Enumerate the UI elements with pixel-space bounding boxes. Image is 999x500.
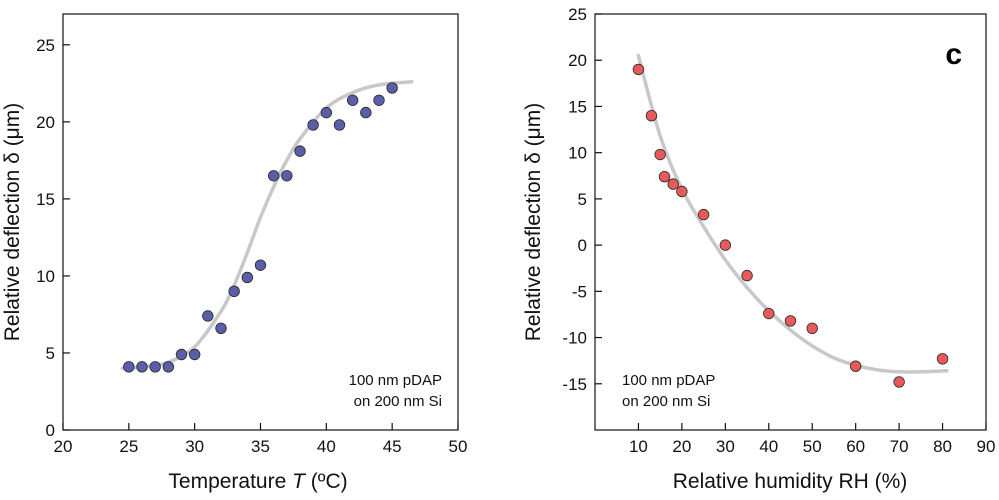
data-point <box>741 269 753 282</box>
data-point <box>241 271 254 284</box>
data-point <box>294 145 306 157</box>
annotation-line-2: on 200 nm Si <box>354 393 442 410</box>
data-point <box>162 361 175 373</box>
data-point <box>936 353 949 365</box>
y-tick-label: -5 <box>572 282 587 301</box>
x-tick-label: 80 <box>933 437 952 456</box>
data-point <box>697 208 710 221</box>
data-points-humidity <box>632 63 949 388</box>
data-point <box>373 94 385 106</box>
data-point <box>202 310 214 322</box>
y-tick-label: 25 <box>568 5 587 24</box>
y-tick-label: 5 <box>46 344 55 363</box>
data-point <box>784 315 797 327</box>
axis-ticks-humidity: 10 20 30 40 50 60 70 80 90 -15 -10 -5 0 5 10 15 20 25 <box>562 5 995 456</box>
data-point <box>307 119 319 131</box>
x-axis-title-variable: T <box>292 470 307 493</box>
x-tick-label: 90 <box>977 437 996 456</box>
data-point <box>658 171 671 183</box>
annotation-line-2: on 200 nm Si <box>622 393 710 410</box>
x-tick-label: 50 <box>803 437 822 456</box>
panel-label-c: c <box>945 38 962 71</box>
data-point <box>667 178 679 190</box>
y-axis-title-humidity: Relative deflection δ (μm) <box>522 103 545 342</box>
annotation-line-1: 100 nm pDAP <box>622 372 715 389</box>
x-axis-title-temperature: Temperature T (ºC) <box>168 470 347 493</box>
y-tick-label: 10 <box>36 267 55 286</box>
panel-temperature: 20 25 30 35 40 45 50 0 5 10 15 20 25 100 nm pDAP on … <box>1 13 467 493</box>
x-tick-label: 20 <box>54 437 73 456</box>
x-tick-label: 40 <box>317 437 336 456</box>
x-tick-label: 45 <box>383 437 402 456</box>
y-tick-label: 5 <box>578 190 587 209</box>
x-axis-title-prefix: Temperature <box>168 470 292 493</box>
y-tick-label: -15 <box>562 375 587 394</box>
panel-humidity: 10 20 30 40 50 60 70 80 90 -15 -10 -5 0 5 10 15 20 25 c 1… <box>522 5 995 493</box>
data-point <box>893 376 905 388</box>
y-tick-label: -10 <box>562 329 587 348</box>
x-tick-label: 30 <box>185 437 204 456</box>
x-axis-title-humidity: Relative humidity RH (%) <box>673 470 908 493</box>
data-point <box>123 361 135 373</box>
data-point <box>654 148 666 161</box>
x-tick-label: 70 <box>890 437 909 456</box>
x-tick-label: 30 <box>716 437 735 456</box>
x-tick-label: 40 <box>759 437 778 456</box>
data-point <box>188 348 201 361</box>
y-tick-label: 0 <box>578 236 587 255</box>
x-tick-label: 60 <box>846 437 865 456</box>
fit-curve-temperature <box>120 80 414 371</box>
y-tick-label: 20 <box>568 51 587 70</box>
x-tick-label: 20 <box>672 437 691 456</box>
x-tick-label: 35 <box>251 437 270 456</box>
data-point <box>632 63 645 76</box>
data-point <box>386 82 398 94</box>
data-point <box>676 185 688 198</box>
y-axis-title-temperature: Relative deflection δ (μm) <box>1 103 24 342</box>
y-tick-label: 0 <box>46 421 55 440</box>
y-tick-label: 10 <box>568 144 587 163</box>
data-point <box>267 170 280 182</box>
data-point <box>645 109 658 122</box>
data-points-temperature <box>123 82 398 373</box>
data-point <box>719 239 732 251</box>
y-tick-label: 25 <box>36 36 55 55</box>
data-point <box>281 170 293 182</box>
y-tick-label: 15 <box>36 190 55 209</box>
data-point <box>763 307 775 320</box>
data-point <box>136 361 148 373</box>
plot-frame-humidity <box>594 13 987 431</box>
y-tick-label: 15 <box>568 97 587 116</box>
data-point <box>849 360 862 372</box>
x-axis-title-unit: (ºC) <box>305 470 348 493</box>
annotation-line-1: 100 nm pDAP <box>349 372 442 389</box>
data-point <box>333 119 346 131</box>
data-point <box>149 361 161 373</box>
data-point <box>360 106 372 119</box>
data-point <box>346 94 359 106</box>
data-point <box>806 322 818 335</box>
axis-ticks-temperature: 20 25 30 35 40 45 50 0 5 10 15 20 25 <box>36 36 467 456</box>
x-tick-label: 25 <box>119 437 138 456</box>
data-point <box>175 348 188 361</box>
y-tick-label: 20 <box>36 113 55 132</box>
x-tick-label: 50 <box>449 437 468 456</box>
data-point <box>320 106 333 119</box>
data-point <box>254 259 267 271</box>
data-point <box>228 285 240 298</box>
data-point <box>215 322 227 335</box>
x-tick-label: 10 <box>629 437 648 456</box>
